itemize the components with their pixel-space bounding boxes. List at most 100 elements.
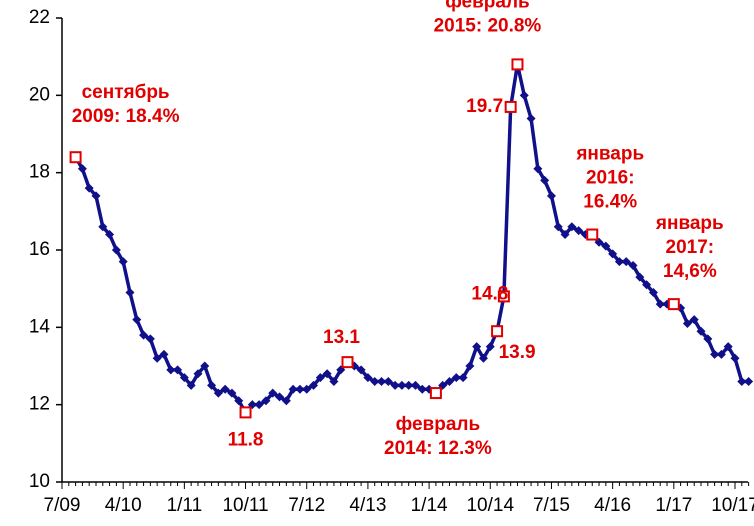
point <box>703 334 713 344</box>
point <box>730 353 740 363</box>
highlight-marker <box>429 387 442 400</box>
point <box>546 191 556 201</box>
point <box>118 257 128 267</box>
point <box>614 257 624 267</box>
point <box>132 315 142 325</box>
point <box>574 226 584 236</box>
point <box>533 164 543 174</box>
highlight-marker <box>497 290 510 303</box>
point <box>220 384 230 394</box>
highlight-marker <box>667 298 680 311</box>
point <box>444 376 454 386</box>
point <box>234 396 244 406</box>
point <box>261 396 271 406</box>
annotation: январь 2016: 16.4% <box>575 144 644 213</box>
annotation-line: 19.7 <box>466 96 503 117</box>
annotation-line: январь <box>575 144 644 165</box>
annotation: 14.8 <box>471 283 508 304</box>
point <box>173 365 183 375</box>
annotation: февраль 2015: 20.8% <box>434 0 542 36</box>
point <box>472 342 482 352</box>
annotation-line: 14,6% <box>663 261 717 282</box>
annotation: 13.1 <box>323 327 360 348</box>
annotation-line: 14.8 <box>471 283 508 304</box>
annotation-line: февраль <box>396 414 481 435</box>
annotation-line: 2017: <box>666 237 715 258</box>
point <box>628 260 638 270</box>
point <box>451 373 461 383</box>
point <box>309 380 319 390</box>
highlight-marker <box>69 151 82 164</box>
point <box>213 388 223 398</box>
x-tick-label: 7/12 <box>288 495 325 516</box>
point <box>152 353 162 363</box>
point <box>635 272 645 282</box>
point <box>275 392 285 402</box>
point <box>417 384 427 394</box>
y-tick-label: 14 <box>29 316 51 337</box>
highlight-marker <box>491 325 504 338</box>
y-tick-label: 10 <box>29 471 50 492</box>
point <box>567 222 577 232</box>
y-tick-label: 20 <box>29 84 50 105</box>
point <box>105 230 115 240</box>
point <box>458 373 468 383</box>
point <box>179 373 189 383</box>
point <box>254 400 264 410</box>
x-tick-label: 7/09 <box>44 495 81 516</box>
annotation: февраль 2014: 12.3% <box>384 414 492 459</box>
highlight-marker <box>511 58 524 71</box>
annotation-line: 2009: 18.4% <box>72 106 180 127</box>
x-tick-label: 4/13 <box>349 495 386 516</box>
point <box>689 315 699 325</box>
point <box>159 349 169 359</box>
point <box>139 330 149 340</box>
x-tick-label: 7/15 <box>533 495 570 516</box>
point <box>322 369 332 379</box>
point <box>553 222 563 232</box>
point <box>642 280 652 290</box>
point <box>315 373 325 383</box>
point <box>485 342 495 352</box>
point <box>329 376 339 386</box>
point <box>288 384 298 394</box>
y-tick-label: 22 <box>29 7 50 28</box>
point <box>696 326 706 336</box>
x-tick-label: 1/17 <box>655 495 692 516</box>
x-tick-label: 1/11 <box>167 495 203 516</box>
highlight-marker <box>341 356 354 369</box>
point <box>723 342 733 352</box>
point <box>91 191 101 201</box>
x-tick-label: 10/17 <box>711 495 754 516</box>
point <box>478 353 488 363</box>
point <box>519 90 529 100</box>
point <box>540 175 550 185</box>
point <box>383 376 393 386</box>
point <box>77 164 87 174</box>
point <box>648 288 658 298</box>
annotation: сентябрь 2009: 18.4% <box>72 82 180 127</box>
point <box>98 222 108 232</box>
point <box>370 376 380 386</box>
highlight-marker <box>239 406 252 419</box>
x-tick-label: 4/16 <box>594 495 631 516</box>
annotation-line: 2015: 20.8% <box>434 15 542 36</box>
point <box>465 361 475 371</box>
annotation-line: 13.9 <box>499 342 536 363</box>
point <box>682 318 692 328</box>
point <box>397 380 407 390</box>
point <box>281 396 291 406</box>
annotation: 13.9 <box>499 342 536 363</box>
point <box>655 299 665 309</box>
y-tick-label: 16 <box>29 239 50 260</box>
annotation-line: январь <box>655 213 724 234</box>
point <box>390 380 400 390</box>
annotation-line: 13.1 <box>323 327 360 348</box>
annotation-line: февраль <box>445 0 530 12</box>
point <box>404 380 414 390</box>
point <box>145 334 155 344</box>
point <box>166 365 176 375</box>
point <box>227 388 237 398</box>
annotation-line: 2014: 12.3% <box>384 438 492 459</box>
